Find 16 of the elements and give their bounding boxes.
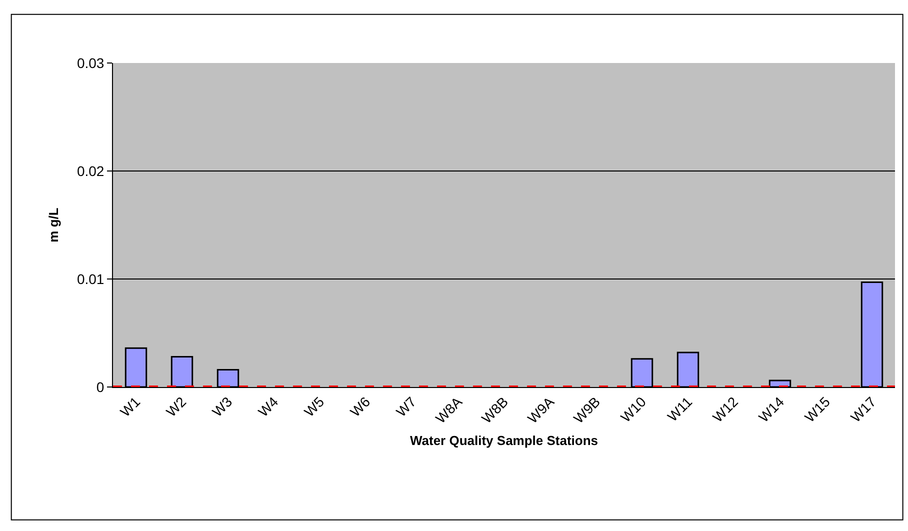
- x-tick-label: W10: [617, 393, 650, 426]
- x-tick-label: W7: [392, 393, 420, 420]
- y-tick-label: 0.03: [76, 54, 104, 71]
- x-tick-label: W6: [346, 393, 374, 420]
- x-tick-label: W11: [664, 393, 696, 424]
- x-tick-label: W12: [709, 393, 742, 426]
- x-tick-label: W1: [116, 393, 144, 420]
- x-tick-label: W5: [300, 393, 328, 420]
- x-tick-label: W3: [208, 393, 236, 420]
- y-tick-label: 0.01: [76, 270, 104, 287]
- x-tick-label: W4: [254, 393, 282, 420]
- y-tick-label: 0.02: [76, 162, 104, 179]
- y-tick-label: 0: [96, 378, 104, 395]
- x-axis-title: Water Quality Sample Stations: [410, 432, 598, 448]
- y-axis-title: m g/L: [46, 208, 61, 242]
- x-tick-label: W2: [162, 393, 190, 420]
